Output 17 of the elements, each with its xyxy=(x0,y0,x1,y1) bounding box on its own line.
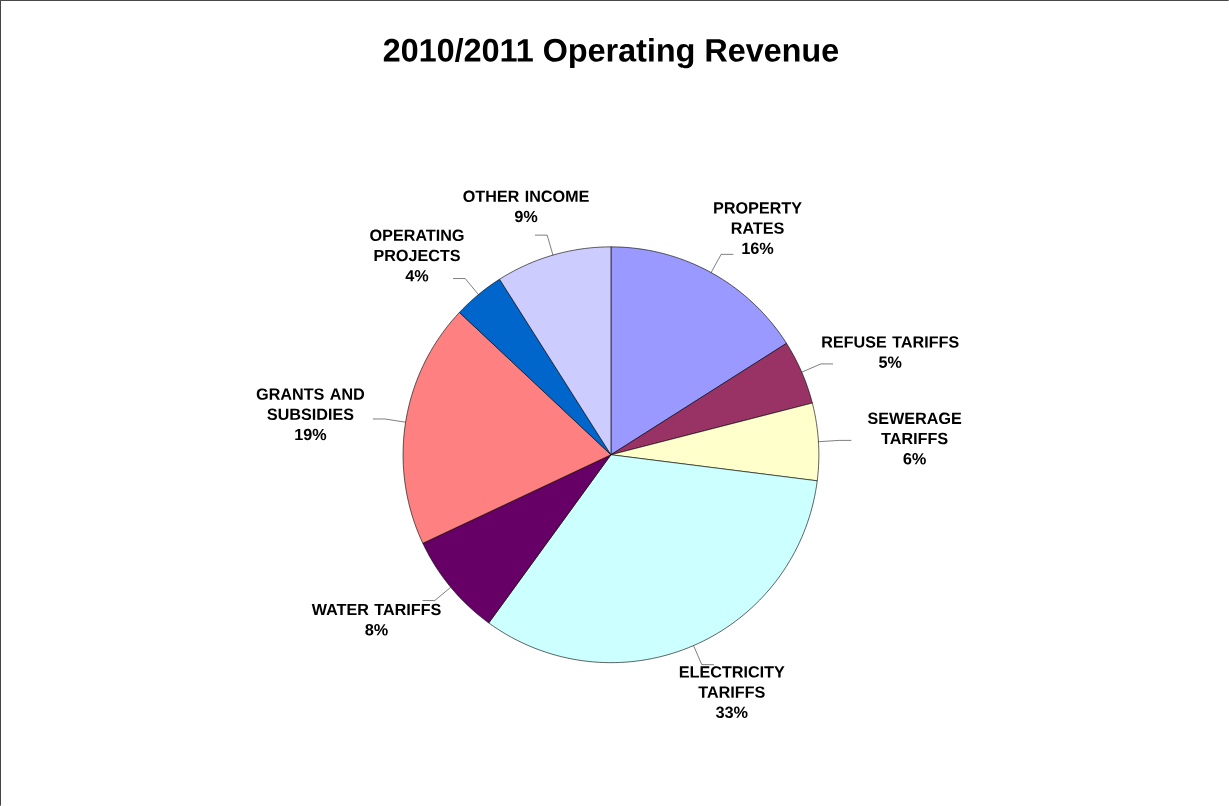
slice-label: PROPERTY RATES xyxy=(714,202,802,234)
data-label: 8% xyxy=(365,623,388,636)
slice-label: REFUSE TARIFFS xyxy=(822,336,959,348)
data-label: 33% xyxy=(715,706,748,719)
slice-label: ELECTRICITY TARIFFS xyxy=(679,666,785,698)
slice-label: GRANTS AND SUBSIDIES xyxy=(256,388,365,420)
data-label: 4% xyxy=(405,269,429,282)
data-label: 19% xyxy=(295,428,327,441)
slice-label: OPERATING PROJECTS xyxy=(370,229,464,262)
data-label: 5% xyxy=(879,356,902,368)
chart-title: 2010/2011 Operating Revenue xyxy=(383,37,839,69)
data-label: 6% xyxy=(903,452,926,465)
data-label: 9% xyxy=(514,210,538,223)
slice-label: WATER TARIFFS xyxy=(311,603,441,616)
data-label: 16% xyxy=(742,242,774,255)
slice-label: OTHER INCOME xyxy=(463,190,589,202)
slice-label: SEWERAGE TARIFFS xyxy=(867,412,962,445)
